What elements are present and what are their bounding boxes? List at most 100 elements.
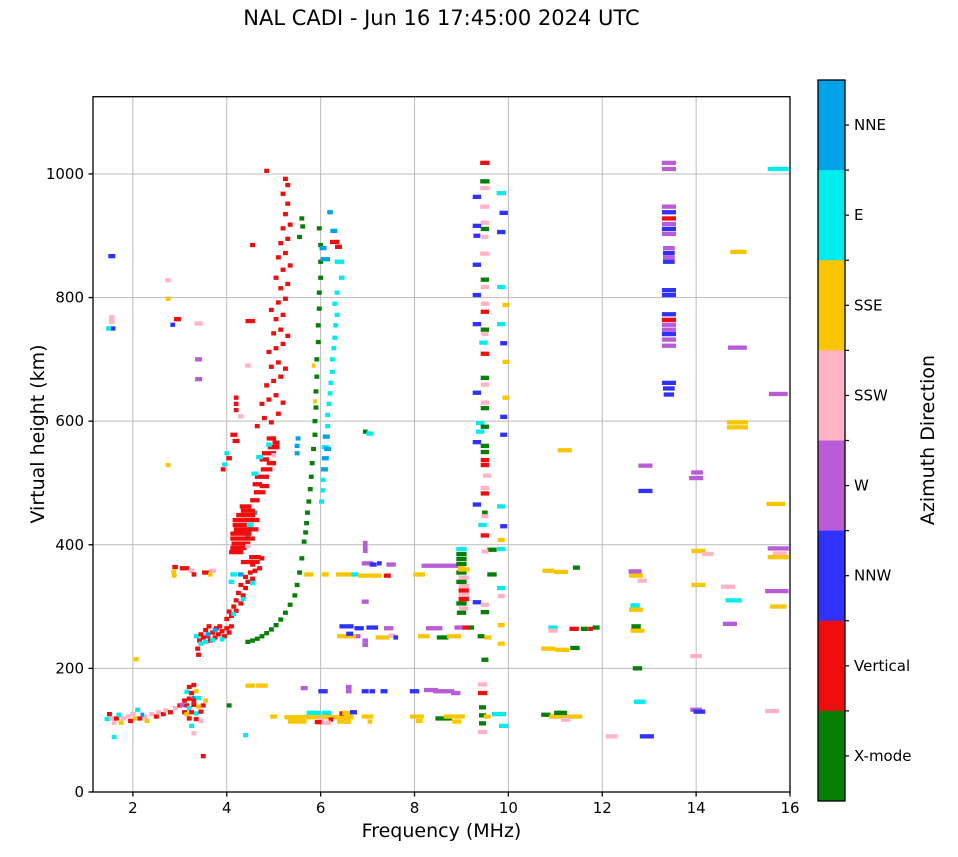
data-point <box>480 382 490 387</box>
data-point <box>316 306 322 311</box>
data-point <box>661 231 676 236</box>
data-point <box>326 401 332 406</box>
data-point <box>232 522 249 528</box>
data-point <box>316 290 322 295</box>
data-point <box>142 714 148 719</box>
data-point <box>337 719 352 724</box>
data-point <box>191 698 197 703</box>
data-point <box>111 734 117 740</box>
data-point <box>346 689 352 694</box>
data-point <box>605 734 618 739</box>
data-point <box>354 626 364 631</box>
data-point <box>305 510 310 515</box>
data-point <box>172 705 178 711</box>
data-point <box>409 689 420 694</box>
data-point <box>140 712 145 717</box>
data-point <box>377 561 382 566</box>
data-point <box>245 543 251 549</box>
data-point <box>280 341 286 347</box>
data-point <box>481 234 489 240</box>
data-point <box>271 453 277 458</box>
data-point <box>663 246 675 251</box>
data-point <box>497 284 506 290</box>
data-point <box>663 255 675 260</box>
data-point <box>308 474 314 479</box>
data-point <box>480 533 490 538</box>
data-point <box>287 602 293 607</box>
data-point <box>109 716 115 721</box>
data-point <box>592 625 600 630</box>
data-point <box>294 443 300 448</box>
colorbar-tick-label: NNW <box>854 567 891 585</box>
data-point <box>219 629 225 634</box>
data-point <box>262 451 277 456</box>
data-point <box>570 714 583 719</box>
data-point <box>306 499 312 504</box>
data-point <box>191 682 197 688</box>
data-point <box>721 584 736 589</box>
data-point <box>224 626 230 631</box>
data-point <box>191 702 197 707</box>
data-point <box>230 432 238 437</box>
data-point <box>477 682 488 687</box>
data-point <box>472 262 482 267</box>
data-point <box>179 702 185 707</box>
data-point <box>273 317 279 322</box>
data-point <box>497 623 505 628</box>
data-point <box>312 432 318 437</box>
data-point <box>480 602 490 607</box>
data-point <box>182 698 187 703</box>
data-point <box>332 301 338 306</box>
data-point <box>358 573 373 578</box>
data-point <box>254 424 260 429</box>
data-point <box>231 611 237 617</box>
data-point <box>630 603 640 608</box>
data-point <box>191 731 197 736</box>
data-point <box>479 705 486 710</box>
data-point <box>689 475 704 481</box>
data-point <box>195 357 203 362</box>
data-point <box>334 259 345 264</box>
data-point <box>321 456 329 461</box>
data-point <box>200 703 206 708</box>
data-point <box>233 598 239 603</box>
data-point <box>477 634 485 639</box>
data-point <box>767 555 789 560</box>
data-point <box>318 275 324 280</box>
data-point <box>165 296 171 301</box>
data-point <box>367 719 373 724</box>
data-point <box>480 610 490 615</box>
data-point <box>273 275 279 280</box>
data-point <box>292 593 298 598</box>
data-point <box>320 467 328 472</box>
data-point <box>144 718 150 724</box>
data-point <box>208 572 213 577</box>
data-point <box>451 690 461 696</box>
data-point <box>252 510 258 515</box>
data-point <box>502 395 510 400</box>
data-point <box>203 639 209 644</box>
data-point <box>319 246 327 251</box>
data-point <box>222 462 227 467</box>
data-point <box>156 710 162 715</box>
colorbar-segment-w <box>818 440 845 532</box>
data-point <box>118 720 124 725</box>
data-point <box>226 703 232 708</box>
data-point <box>384 626 394 631</box>
data-point <box>362 545 368 550</box>
data-point <box>472 600 482 605</box>
data-point <box>238 414 244 419</box>
data-point <box>280 267 286 272</box>
data-point <box>254 474 269 479</box>
data-point <box>300 224 306 229</box>
data-point <box>196 704 201 709</box>
data-point <box>303 530 309 535</box>
data-point <box>421 563 464 568</box>
data-point <box>386 562 396 567</box>
data-point <box>480 160 490 165</box>
data-point <box>362 642 368 647</box>
data-point <box>251 471 259 476</box>
data-point <box>243 585 248 591</box>
data-point <box>301 539 307 544</box>
data-point <box>497 504 506 509</box>
